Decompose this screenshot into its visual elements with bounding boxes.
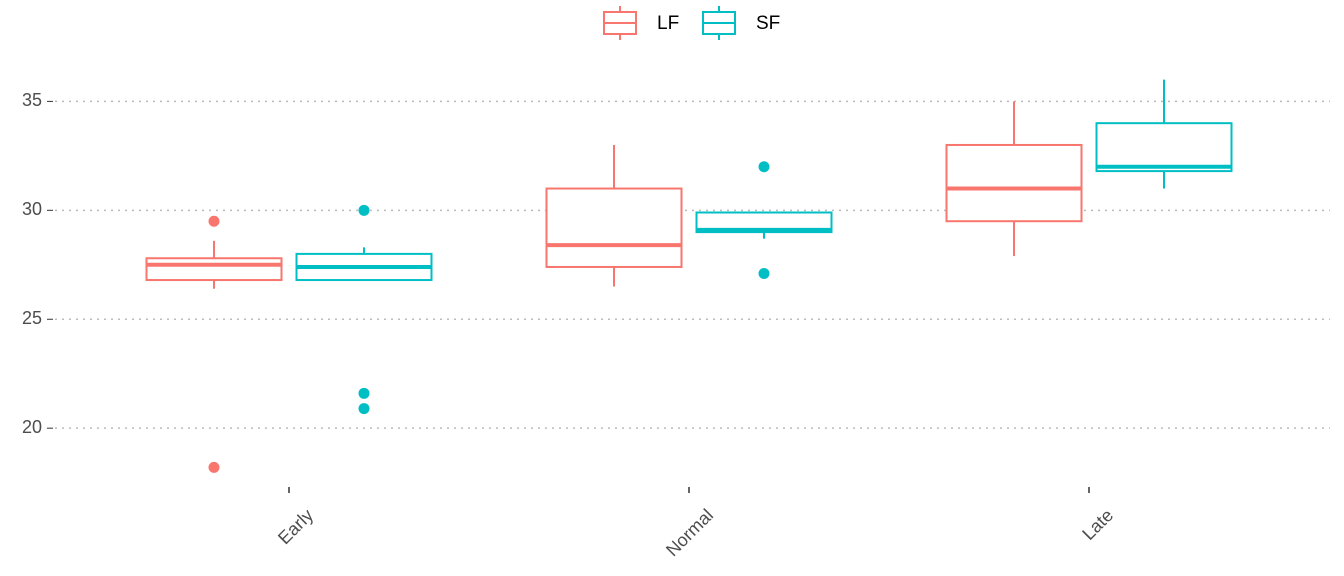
y-tick-label: 25 [22, 308, 42, 328]
box [145, 257, 283, 282]
x-tick-label: Early [274, 505, 317, 548]
outlier [358, 387, 370, 399]
legend-label: SF [756, 13, 780, 34]
outlier [208, 215, 220, 227]
y-tick-label: 30 [22, 199, 42, 219]
outlier [358, 403, 370, 415]
legend-label: LF [657, 13, 679, 34]
outlier [758, 161, 770, 173]
box [945, 143, 1083, 223]
y-tick-label: 20 [22, 417, 42, 437]
box [1095, 122, 1233, 173]
outlier [358, 204, 370, 216]
x-tick-label: Late [1078, 505, 1117, 544]
box [545, 187, 683, 268]
x-tick-label: Normal [662, 505, 717, 560]
outlier [758, 268, 770, 279]
y-tick-label: 35 [22, 90, 42, 110]
box [695, 211, 833, 234]
outlier [208, 461, 220, 473]
